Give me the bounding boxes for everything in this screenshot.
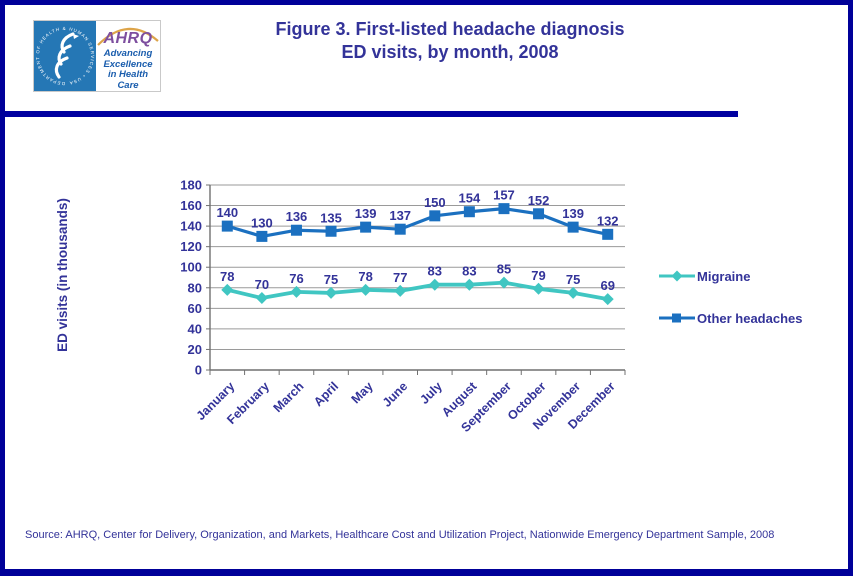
svg-text:140: 140 (180, 219, 202, 234)
ahrq-logo: AHRQ Advancing Excellence in Health Care (96, 21, 160, 91)
legend-label: Other headaches (697, 310, 803, 326)
ahrq-tagline: Advancing Excellence in Health Care (103, 48, 153, 91)
svg-text:154: 154 (459, 191, 481, 206)
svg-text:135: 135 (320, 210, 342, 225)
svg-text:137: 137 (389, 208, 411, 223)
line-chart: 020406080100120140160180JanuaryFebruaryM… (180, 178, 626, 435)
svg-text:78: 78 (220, 269, 234, 284)
svg-text:152: 152 (528, 193, 550, 208)
svg-text:83: 83 (462, 264, 476, 279)
svg-text:79: 79 (531, 268, 545, 283)
svg-text:139: 139 (355, 206, 377, 221)
figure-title-line1: Figure 3. First-listed headache diagnosi… (275, 19, 625, 39)
svg-text:136: 136 (286, 209, 308, 224)
svg-text:85: 85 (497, 262, 511, 277)
chart-legend: Migraine Other headaches (658, 265, 803, 349)
svg-text:100: 100 (180, 260, 202, 275)
source-note: Source: AHRQ, Center for Delivery, Organ… (25, 529, 775, 541)
svg-text:70: 70 (255, 277, 269, 292)
eagle-icon (54, 32, 75, 79)
ahrq-hhs-logo: DEPARTMENT OF HEALTH & HUMAN SERVICES • … (33, 20, 161, 92)
svg-text:132: 132 (597, 213, 619, 228)
legend-item-other-headaches: Other headaches (658, 307, 803, 329)
svg-text:75: 75 (566, 272, 580, 287)
y-axis-title: ED visits (in thousands) (55, 198, 70, 352)
svg-text:75: 75 (324, 272, 338, 287)
hhs-seal-icon: DEPARTMENT OF HEALTH & HUMAN SERVICES • … (34, 21, 96, 91)
svg-text:76: 76 (289, 271, 303, 286)
figure-title: Figure 3. First-listed headache diagnosi… (200, 18, 700, 64)
svg-text:69: 69 (600, 278, 614, 293)
header-divider (5, 111, 738, 117)
svg-text:77: 77 (393, 270, 407, 285)
svg-text:83: 83 (428, 264, 442, 279)
svg-text:March: March (271, 379, 307, 415)
svg-text:150: 150 (424, 195, 446, 210)
figure-title-line2: ED visits, by month, 2008 (341, 42, 559, 62)
svg-text:June: June (380, 379, 411, 410)
svg-text:140: 140 (216, 205, 238, 220)
svg-text:139: 139 (562, 206, 584, 221)
svg-text:180: 180 (180, 178, 202, 193)
legend-item-migraine: Migraine (658, 265, 803, 287)
eagle-beak (73, 34, 79, 39)
svg-text:157: 157 (493, 188, 515, 203)
svg-text:60: 60 (188, 301, 202, 316)
ahrq-wordmark: AHRQ (103, 30, 153, 47)
chart-area: 0 20 40 60 80 100 120 140 160 180 January February M… (168, 170, 668, 470)
other-headaches-line-marker-icon (659, 313, 695, 323)
svg-text:April: April (311, 379, 341, 409)
svg-text:May: May (349, 379, 376, 406)
svg-text:0: 0 (195, 363, 202, 378)
svg-text:160: 160 (180, 198, 202, 213)
svg-text:78: 78 (358, 269, 372, 284)
svg-text:40: 40 (188, 321, 202, 336)
arc-swoosh-icon (97, 27, 159, 46)
migraine-line-marker-icon (659, 270, 695, 282)
svg-text:120: 120 (180, 239, 202, 254)
legend-label: Migraine (697, 268, 751, 284)
svg-text:July: July (417, 379, 445, 407)
svg-text:130: 130 (251, 215, 273, 230)
svg-text:20: 20 (188, 342, 202, 357)
svg-text:80: 80 (188, 280, 202, 295)
